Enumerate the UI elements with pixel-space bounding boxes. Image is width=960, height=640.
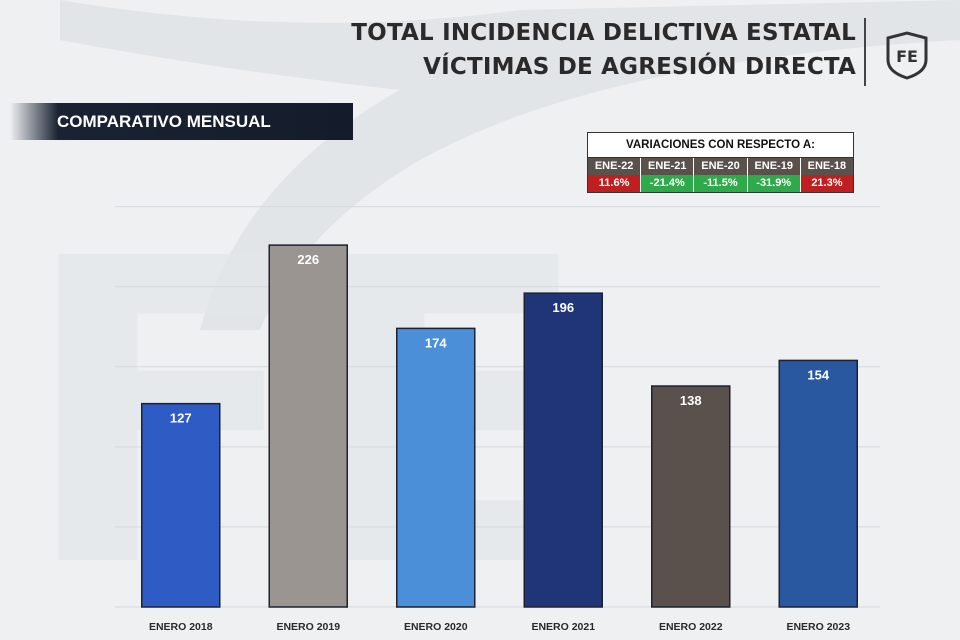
- category-label: ENERO 2022: [659, 621, 723, 633]
- variations-header: VARIACIONES CON RESPECTO A:: [588, 133, 853, 158]
- section-label: COMPARATIVO MENSUAL: [57, 111, 271, 131]
- variations-label-row: ENE-22 ENE-21 ENE-20 ENE-19 ENE-18: [588, 158, 854, 175]
- bar-shade: [268, 244, 348, 608]
- bar-shade: [523, 292, 603, 608]
- category-label: ENERO 2020: [404, 621, 468, 633]
- data-label: 226: [297, 252, 319, 267]
- category-label: ENERO 2023: [786, 621, 850, 633]
- title-divider: [864, 18, 866, 86]
- variation-label: ENE-22: [588, 158, 642, 175]
- variation-label: ENE-20: [694, 158, 748, 175]
- variation-value: 11.6%: [588, 175, 642, 192]
- title-block: TOTAL INCIDENCIA DELICTIVA ESTATAL VÍCTI…: [351, 16, 856, 84]
- section-banner: COMPARATIVO MENSUAL: [10, 103, 353, 140]
- category-label: ENERO 2021: [531, 621, 595, 633]
- variation-value: -31.9%: [747, 175, 801, 192]
- bar-shade: [778, 359, 858, 608]
- data-label: 127: [170, 411, 192, 426]
- variation-label: ENE-18: [800, 158, 854, 175]
- bar-shade: [396, 327, 476, 608]
- title-line-2: VÍCTIMAS DE AGRESIÓN DIRECTA: [423, 54, 856, 80]
- variations-value-row: 11.6% -21.4% -11.5% -31.9% 21.3%: [588, 175, 854, 192]
- fe-logo-icon: FE: [886, 31, 928, 80]
- category-label: ENERO 2018: [149, 621, 213, 633]
- variation-label: ENE-21: [641, 158, 695, 175]
- variation-value: -21.4%: [641, 175, 695, 192]
- data-label: 154: [807, 367, 829, 382]
- bar-shade: [651, 385, 731, 608]
- variation-value: 21.3%: [800, 175, 854, 192]
- title-line-1: TOTAL INCIDENCIA DELICTIVA ESTATAL: [351, 20, 856, 46]
- logo-text: FE: [896, 47, 918, 66]
- variation-label: ENE-19: [747, 158, 801, 175]
- variation-value: -11.5%: [694, 175, 748, 192]
- data-label: 174: [425, 335, 447, 350]
- category-label: ENERO 2019: [276, 621, 340, 633]
- variations-table: VARIACIONES CON RESPECTO A: ENE-22 ENE-2…: [587, 132, 854, 193]
- bar-shade: [141, 402, 221, 608]
- data-label: 138: [680, 393, 702, 408]
- data-label: 196: [552, 300, 574, 315]
